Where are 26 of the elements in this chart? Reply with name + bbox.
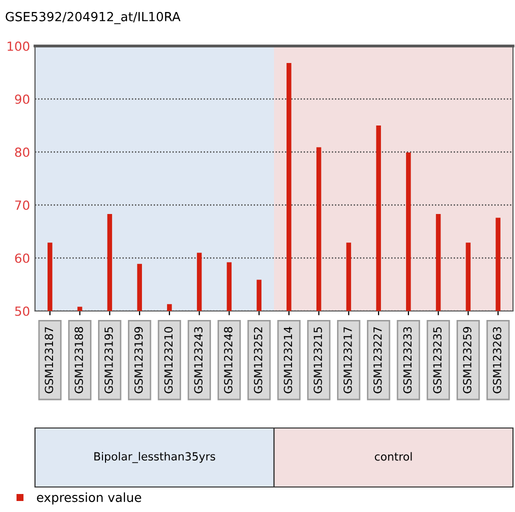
x-tick-label: GSM123243 [194,327,203,394]
y-tick-label: 100 [8,41,30,51]
x-tick-label: GSM123263 [492,327,502,394]
y-tick-label: 90 [15,94,30,104]
x-tick-label: GSM123188 [74,327,84,394]
x-tick-label: GSM123235 [433,327,442,394]
x-tick-label: GSM123217 [344,327,352,394]
x-tick-label: GSM123215 [314,327,322,394]
x-tick-label: GSM123187 [44,327,54,394]
x-tick-label: GSM123195 [104,327,113,394]
x-tick-label: GSM123210 [164,327,173,394]
y-tick-label: 80 [15,147,30,157]
x-tick-label: GSM123259 [463,327,472,394]
band-label: Bipolar_lessthan35yrs [94,452,216,464]
band-label: control [374,452,412,461]
y-tick-label: 70 [15,200,30,210]
x-tick-label: GSM123248 [224,327,232,394]
legend-label: expression value [36,492,142,504]
x-tick-label: GSM123233 [403,327,412,394]
x-tick-label: GSM123227 [373,327,382,394]
x-tick-label: GSM123214 [284,326,292,394]
x-tick-label: GSM123199 [134,327,143,394]
y-tick-label: 50 [15,306,30,316]
chart-title: GSE5392/204912_at/IL10RA [6,12,180,24]
x-tick-label: GSM123252 [254,327,262,394]
y-tick-label: 60 [15,253,30,263]
